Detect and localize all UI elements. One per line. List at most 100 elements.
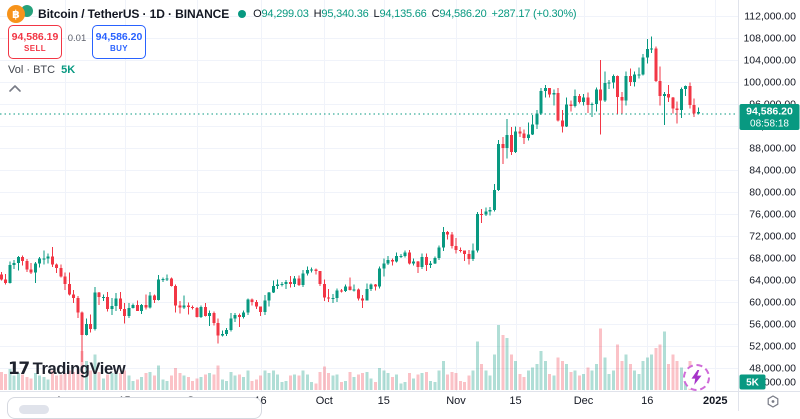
price-axis-label[interactable]: 68,000.00 <box>749 253 796 265</box>
candle-body <box>628 75 632 82</box>
candle-body <box>101 297 105 299</box>
candle-body <box>535 113 539 125</box>
candle-body <box>667 94 670 98</box>
pair-logo: ฿ <box>6 4 34 24</box>
candle-body <box>301 273 305 285</box>
symbol-title[interactable]: Bitcoin / TetherUS · 1D · BINANCE <box>38 7 230 21</box>
volume-bar <box>518 373 522 390</box>
volume-bar <box>110 373 114 390</box>
volume-bar <box>46 379 50 390</box>
price-axis-label[interactable]: 76,000.00 <box>749 209 796 221</box>
volume-bar <box>658 344 662 390</box>
volume-bar <box>611 370 615 390</box>
time-axis-label[interactable]: 15 <box>509 395 521 407</box>
buy-button[interactable]: 94,586.20 BUY <box>92 25 146 59</box>
axis-settings-gear-icon[interactable] <box>766 395 780 408</box>
candle-body <box>229 318 233 331</box>
candle-body <box>55 264 58 268</box>
price-axis-label[interactable]: 104,000.00 <box>743 55 796 67</box>
ohlc-values: O94,299.03 H95,340.36 L94,135.66 C94,586… <box>253 8 577 20</box>
time-axis-label[interactable]: 15 <box>378 395 390 407</box>
price-axis-label[interactable]: 72,000.00 <box>749 231 796 243</box>
candle-body <box>97 292 101 298</box>
candle-body <box>106 297 109 310</box>
volume-bar <box>484 370 488 390</box>
volume-bar <box>25 377 29 390</box>
candle-body <box>46 256 50 259</box>
volume-bar <box>169 375 173 390</box>
volume-bar <box>8 369 12 390</box>
time-axis-label[interactable]: Dec <box>574 395 594 407</box>
sell-button[interactable]: 94,586.19 SELL <box>8 25 62 59</box>
price-axis-label[interactable]: 80,000.00 <box>749 187 796 199</box>
candle-body <box>263 300 267 312</box>
price-axis-label[interactable]: 84,000.00 <box>749 165 796 177</box>
volume-bar <box>21 374 24 390</box>
volume-bar <box>667 364 670 390</box>
price-axis-label[interactable]: 52,000.00 <box>749 341 796 353</box>
volume-bar <box>339 382 343 390</box>
volume-bar <box>208 373 211 390</box>
price-axis-label[interactable]: 108,000.00 <box>743 33 796 45</box>
price-axis-label[interactable]: 56,000.00 <box>749 319 796 331</box>
candle-body <box>573 95 577 107</box>
candle-body <box>399 255 403 257</box>
candle-body <box>696 111 700 114</box>
volume-bar <box>331 375 335 390</box>
candle-body <box>339 290 343 292</box>
candle-body <box>671 97 675 109</box>
candle-body <box>123 309 126 316</box>
current-price-label <box>739 104 800 130</box>
time-axis-label[interactable]: 16 <box>641 395 653 407</box>
lightning-trade-button[interactable] <box>683 364 710 391</box>
candle-body <box>127 308 131 316</box>
volume-bar <box>0 371 3 390</box>
volume-bar <box>624 354 628 390</box>
candle-body <box>29 269 33 273</box>
candle-body <box>208 313 211 316</box>
volume-bar <box>433 382 437 390</box>
candle-body <box>518 131 522 134</box>
chevron-up-icon[interactable] <box>8 80 22 92</box>
candle-body <box>220 333 224 336</box>
volume-bar <box>97 371 101 390</box>
candle-body <box>63 276 67 284</box>
price-axis-label[interactable]: 112,000.00 <box>744 11 796 23</box>
candle-body <box>429 263 432 266</box>
candle-body <box>365 288 369 301</box>
candle-body <box>118 298 122 310</box>
candle-body <box>12 262 16 266</box>
candle-body <box>607 82 611 84</box>
volume-bar <box>310 382 313 390</box>
volume-bar <box>157 365 160 390</box>
price-axis-label[interactable]: 60,000.00 <box>749 297 796 309</box>
volume-bar <box>390 377 394 390</box>
time-axis-label[interactable]: 2025 <box>703 395 727 407</box>
price-axis-label[interactable]: 48,000.00 <box>749 363 796 375</box>
volume-bar <box>229 371 233 390</box>
candle-body <box>157 279 160 300</box>
volume-bar <box>552 375 556 390</box>
close-value: 94,586.20 <box>439 8 487 20</box>
volume-bar <box>182 375 186 390</box>
high-value: 95,340.36 <box>321 8 369 20</box>
volume-bar <box>454 373 458 390</box>
candle-body <box>361 298 364 301</box>
volume-bar <box>280 382 284 390</box>
volume-bar <box>365 371 369 390</box>
volume-bar <box>89 370 92 390</box>
candle-body <box>42 258 46 260</box>
price-axis-label[interactable]: 64,000.00 <box>749 275 796 287</box>
candle-body <box>84 324 88 335</box>
price-axis-label[interactable]: 88,000.00 <box>749 143 796 155</box>
volume-bar <box>76 369 80 390</box>
candle-body <box>348 286 352 290</box>
candle-body <box>0 274 3 280</box>
volume-bar <box>616 344 619 390</box>
candle-body <box>191 306 194 309</box>
price-axis-label[interactable]: 100,000.00 <box>743 77 796 89</box>
volume-bar <box>38 375 41 390</box>
time-axis-label[interactable]: Oct <box>316 395 333 407</box>
time-axis-label[interactable]: Nov <box>446 395 466 407</box>
